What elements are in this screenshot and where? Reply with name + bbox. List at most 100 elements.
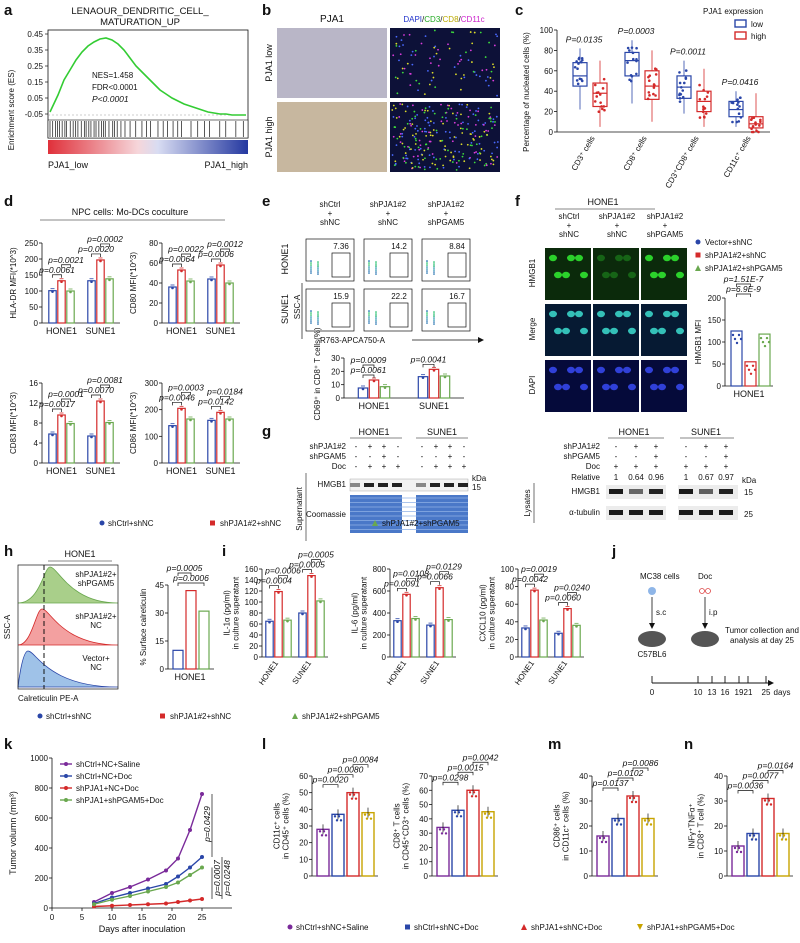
i-chart-1-p-2-label: p=0.0066 [416, 572, 453, 582]
f-p-0-label: p=1.51E-7 [723, 274, 764, 284]
if-dot [423, 149, 426, 152]
if-dot [428, 124, 431, 127]
if-dot [478, 135, 481, 138]
if-dot [423, 165, 426, 168]
g-tubulin-band-2 [649, 510, 663, 515]
e-flow-event [317, 317, 319, 319]
i-chart-1-p-3-bracket [439, 571, 449, 575]
f-p-1-label: p=6.9E-9 [725, 284, 761, 294]
k-point-3-6 [188, 873, 192, 877]
if-dot [399, 133, 402, 135]
if-dot [495, 33, 497, 36]
if-dot [400, 39, 403, 42]
k-point-2-2 [128, 903, 132, 907]
l-chart-1-p-0-bracket [442, 781, 459, 786]
d-chart-3-dot-0-2 [189, 418, 192, 422]
g-right-band-1 [629, 489, 643, 494]
if-dot [423, 168, 426, 171]
d-chart-3-dot-0-1 [180, 408, 183, 411]
e-flow-event [368, 318, 370, 320]
e-flow-plot-1-2 [421, 288, 471, 332]
if-dot [406, 62, 409, 65]
if-dot [490, 162, 492, 165]
if-dot [492, 120, 494, 123]
e-flow-event [375, 263, 377, 265]
c-point-low-3 [735, 120, 739, 124]
if-dot [448, 47, 451, 50]
d-chart-0-y-ticklabel-0: 0 [34, 319, 39, 328]
e-flow-plot-1-1 [363, 288, 413, 332]
if-dot [487, 84, 490, 87]
n-chart-y-ticklabel-3: 30 [714, 797, 723, 806]
if-dot [419, 144, 422, 147]
c-point-high-1 [655, 68, 658, 71]
f-nucleus [615, 310, 623, 318]
e-flow-event [375, 271, 377, 273]
if-dot [408, 33, 411, 36]
panel-lmn: 0 10 20 30 40 50 60 p=0.0020 p=0.0080 p=0.0084 CD1… [262, 736, 800, 916]
if-dot [406, 122, 409, 125]
if-dot [453, 136, 456, 138]
f-bar-0 [730, 330, 743, 387]
if-dot [466, 103, 469, 106]
if-dot [455, 117, 458, 120]
k-xticklabel-1: 5 [80, 913, 85, 922]
e-flow-event [426, 264, 428, 266]
i-chart-2-y-ticklabel-1: 20 [505, 635, 514, 644]
if-dot [496, 146, 499, 149]
if-dot [429, 166, 431, 169]
c-legend-title: PJA1 expression [703, 7, 763, 16]
i-chart-2-p-0-label: p=0.0042 [511, 574, 548, 584]
g-relative-5: 0.97 [718, 473, 734, 482]
g-right-row-1: shPGAM5 [564, 452, 601, 461]
c-point-high-3 [750, 130, 754, 134]
if-dot [461, 155, 464, 158]
e-flow-event [433, 269, 435, 271]
k-point-3-4 [164, 885, 168, 889]
d-chart-2-y-ticklabel-2: 8 [34, 419, 39, 428]
c-y-ticklabel-2: 40 [544, 87, 553, 96]
d-chart-3-dot-1-2 [228, 418, 231, 422]
if-dot [424, 107, 427, 110]
n-chart-point-0 [733, 846, 737, 850]
g-relative-1: 0.64 [628, 473, 644, 482]
l-chart-1-ylabel-group: CD8⁺ T cellsin CD45⁺CD3⁺ cells (%) [393, 783, 411, 870]
m-chart-y-ticklabel-0: 0 [584, 872, 589, 881]
if-dot [401, 103, 404, 106]
if-dot [484, 122, 487, 124]
i-ylabel-2: CXCL10 (pg/ml)in culture superatant [479, 576, 497, 649]
if-dot [429, 131, 432, 134]
c-y-ticklabel-5: 100 [540, 26, 554, 35]
n-chart-y-ticklabel-4: 40 [714, 772, 723, 781]
g-left-sign-1-2: + [382, 452, 387, 461]
if-dot [411, 134, 414, 137]
f-nucleus [658, 327, 666, 335]
if-dot [450, 151, 452, 154]
panel-letter-g: g [262, 423, 272, 440]
e-bar-bar-0-1 [368, 379, 380, 399]
if-dot [414, 54, 417, 56]
f-point-0 [735, 341, 739, 345]
l-chart-1-y-ticklabel-5: 50 [419, 801, 428, 810]
c-point-high-1 [654, 73, 658, 76]
c-point-low-0 [575, 60, 578, 63]
j-day-2: 13 [708, 688, 717, 697]
f-y-ticklabel-3: 150 [708, 316, 722, 325]
if-dot [460, 77, 463, 80]
d-chart-2-bar-0-0 [48, 433, 57, 464]
g-left-sign-2-5: + [434, 462, 439, 471]
if-dot [460, 143, 463, 146]
l-chart-0-point-3 [369, 817, 373, 820]
l-chart-1-point-1 [457, 811, 461, 814]
g-left-sign-2-7: + [462, 462, 467, 471]
n-chart-point-2 [769, 803, 773, 806]
c-point-low-2 [681, 95, 685, 99]
c-point-high-0 [602, 77, 606, 81]
d-chart-1-group-1: SUNE1 [205, 326, 235, 336]
gsea-fdr: FDR<0.0001 [92, 83, 138, 92]
e-flow-event [426, 260, 428, 262]
if-dot [457, 124, 459, 126]
e-flow-event [375, 319, 377, 321]
i-chart-0-dot-1-2 [319, 600, 322, 604]
k-legend-0: shCtrl+NC+Saline [76, 760, 141, 769]
